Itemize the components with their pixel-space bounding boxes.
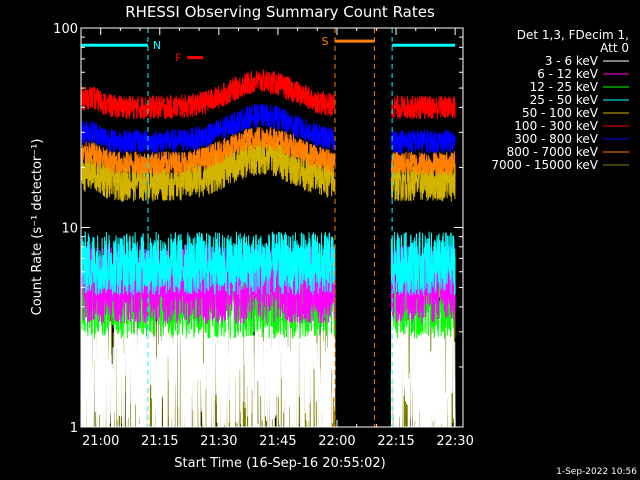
legend-label-3-6kev: 3 - 6 keV	[545, 54, 599, 68]
x-tick-label: 21:00	[82, 434, 119, 449]
legend-title: Det 1,3, FDecim 1,	[517, 28, 629, 42]
flag-label-n: N	[153, 39, 161, 52]
series-layer	[81, 69, 456, 427]
flag-label-s: S	[322, 35, 329, 48]
legend-label-800-7000kev: 800 - 7000 keV	[507, 145, 599, 159]
series-line-300-800kev	[81, 103, 456, 155]
timestamp: 1-Sep-2022 10:56	[556, 467, 637, 477]
legend-label-25-50kev: 25 - 50 keV	[530, 93, 599, 107]
series-line-800-7000kev	[81, 126, 456, 176]
x-tick-label: 22:00	[318, 434, 355, 449]
flag-layer: N S F	[81, 28, 456, 427]
y-axis-label: Count Rate (s⁻¹ detector⁻¹)	[30, 139, 45, 316]
legend-label-6-12kev: 6 - 12 keV	[537, 67, 599, 81]
x-tick-label: 21:45	[259, 434, 296, 449]
legend-label-7000-15000kev: 7000 - 15000 keV	[491, 158, 598, 172]
series-line-25-50kev	[81, 230, 456, 296]
y-tick-label: 10	[61, 222, 78, 237]
x-tick-label: 21:15	[141, 434, 178, 449]
legend-label-50-100kev: 50 - 100 keV	[522, 106, 599, 120]
flag-label-f: F	[175, 52, 181, 65]
legend-label-12-25kev: 12 - 25 keV	[530, 80, 599, 94]
legend-label-100-300kev: 100 - 300 keV	[514, 119, 598, 133]
y-tick-label: 1	[70, 421, 78, 436]
x-tick-label: 22:15	[377, 434, 414, 449]
legend-title: Att 0	[600, 41, 629, 55]
chart-title: RHESSI Observing Summary Count Rates	[125, 3, 435, 21]
series-line-100-300kev	[81, 69, 456, 120]
y-tick-label: 100	[53, 22, 78, 37]
x-tick-label: 22:30	[436, 434, 473, 449]
tick-layer: 21:00 21:15 21:30 21:45 22:00 22:15 22:30 1 10 10…	[53, 22, 474, 449]
legend-label-300-800kev: 300 - 800 keV	[514, 132, 598, 146]
x-tick-label: 21:30	[200, 434, 237, 449]
x-axis-label: Start Time (16-Sep-16 20:55:02)	[174, 456, 385, 471]
series-line-50-100kev	[81, 136, 456, 203]
